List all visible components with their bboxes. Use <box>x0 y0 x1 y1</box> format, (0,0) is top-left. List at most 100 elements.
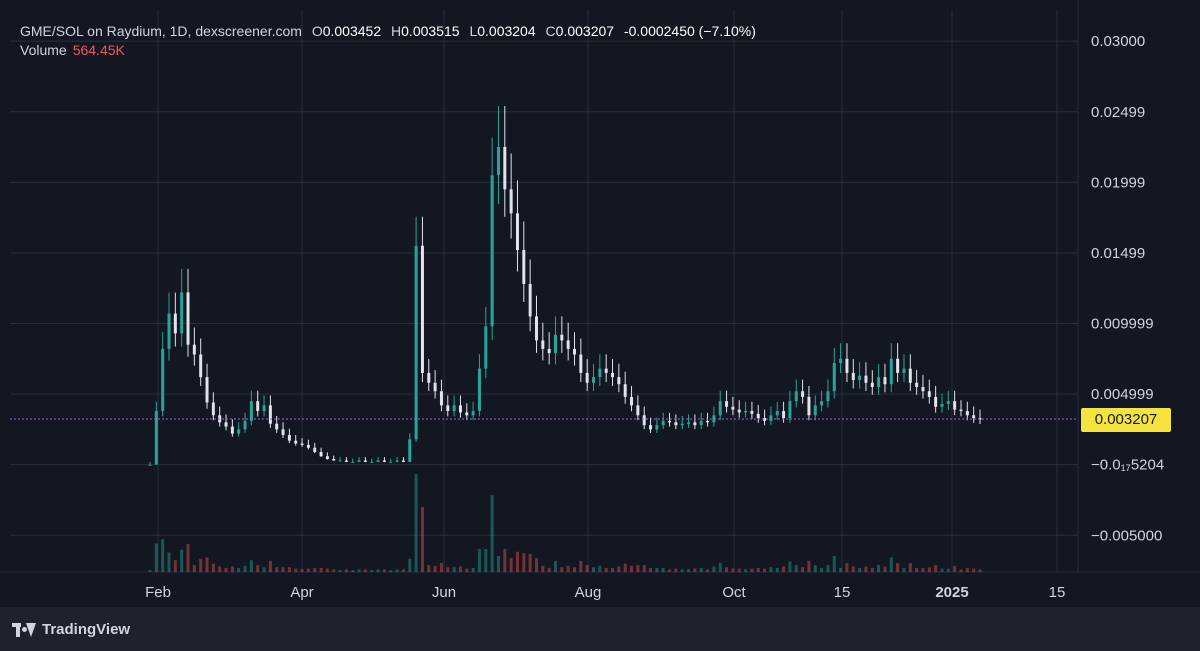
volume-bar <box>199 558 203 572</box>
candle-body <box>433 382 437 392</box>
candle-body <box>965 411 969 416</box>
volume-bar <box>458 566 462 572</box>
volume-bar <box>674 568 678 572</box>
candle-body <box>566 340 570 349</box>
volume-bar <box>832 556 836 572</box>
volume-bar <box>794 565 798 572</box>
volume-bar <box>414 474 418 572</box>
price-candles <box>148 106 982 466</box>
tradingview-brand[interactable]: TradingView <box>12 621 130 638</box>
y-tick-label: 0.03000 <box>1091 33 1145 50</box>
volume-bar <box>205 557 209 572</box>
volume-bar <box>281 567 285 572</box>
candle-body <box>287 435 291 441</box>
volume-bar <box>515 551 519 572</box>
volume-bar <box>306 568 310 572</box>
close-label: C <box>545 23 556 39</box>
chart-grid <box>0 0 1200 573</box>
candle-body <box>706 420 710 423</box>
candle-body <box>560 334 564 341</box>
volume-bar <box>927 567 931 572</box>
volume-bar <box>807 560 811 572</box>
candle-body <box>807 396 811 416</box>
high-value: 0.003515 <box>401 23 460 39</box>
volume-bar <box>649 567 653 572</box>
candle-body <box>573 348 577 355</box>
candle-body <box>908 368 912 383</box>
candle-body <box>515 213 519 251</box>
volume-bar <box>211 563 215 572</box>
candle-body <box>953 401 957 410</box>
x-tick-label: Oct <box>722 584 746 601</box>
volume-bar <box>249 560 253 572</box>
volume-bar <box>173 560 177 572</box>
candle-body <box>192 344 196 355</box>
volume-bar <box>370 570 374 572</box>
volume-bar <box>553 560 557 572</box>
candle-body <box>744 411 748 413</box>
volume-bar <box>319 567 323 572</box>
volume-bar <box>636 565 640 572</box>
volume-bar <box>725 567 729 572</box>
brand-name: TradingView <box>42 621 131 638</box>
candle-body <box>294 440 298 444</box>
x-tick-label: Jun <box>432 584 456 601</box>
candle-body <box>731 406 735 410</box>
volume-bar <box>439 563 443 572</box>
volume-bar <box>363 569 367 572</box>
candle-body <box>858 375 862 380</box>
candle-body <box>598 368 602 378</box>
candle-body <box>439 391 443 406</box>
volume-bar <box>940 568 944 572</box>
volume-bar <box>864 566 868 572</box>
volume-bar <box>427 565 431 572</box>
volume-bar <box>782 566 786 572</box>
volume-bar <box>946 568 950 572</box>
volume-bar <box>389 570 393 572</box>
candle-body <box>230 426 234 434</box>
volume-bar <box>763 568 767 572</box>
candle-body <box>794 391 798 402</box>
volume-bar <box>395 569 399 572</box>
volume-bar <box>706 569 710 572</box>
candle-body <box>249 401 253 421</box>
volume-bar <box>376 569 380 572</box>
volume-bar <box>579 560 583 572</box>
y-axis[interactable]: 0.03000 0.02499 0.01999 0.01499 0.009999 0.00… <box>1091 33 1164 544</box>
symbol-label: GME/SOL on Raydium, 1D, dexscreener.com <box>20 23 302 39</box>
volume-bar <box>351 570 355 572</box>
volume-bar <box>154 543 158 572</box>
x-axis[interactable]: Feb Apr Jun Aug Oct 15 2025 15 <box>145 584 1065 601</box>
candle-body <box>718 401 722 416</box>
volume-bar <box>972 568 976 572</box>
x-tick-label: Aug <box>575 584 602 601</box>
candle-body <box>268 405 272 424</box>
change-value: -0.0002450 (−7.10%) <box>623 23 756 39</box>
x-tick-label: 2025 <box>935 584 968 601</box>
candle-body <box>668 420 672 423</box>
candle-body <box>173 313 177 334</box>
volume-bar <box>953 565 957 572</box>
volume-bar <box>287 567 291 572</box>
x-tick-label: 15 <box>834 584 851 601</box>
low-value: 0.003204 <box>477 23 536 39</box>
candle-body <box>408 439 412 462</box>
candle-body <box>522 250 526 284</box>
volume-bar <box>661 567 665 572</box>
close-value: 0.003207 <box>555 23 615 39</box>
candle-body <box>332 459 336 461</box>
candle-body <box>883 377 887 385</box>
candle-body <box>256 401 260 412</box>
candle-body <box>148 464 152 466</box>
open-label: O <box>311 23 323 39</box>
last-price-badge: 0.003207 <box>1081 408 1171 432</box>
volume-bar <box>180 549 184 572</box>
candle-body <box>902 368 906 373</box>
candle-body <box>864 375 868 383</box>
open-value: 0.003452 <box>322 23 382 39</box>
low-label: L <box>469 23 478 39</box>
candle-body <box>186 292 190 345</box>
candle-body <box>382 460 386 462</box>
volume-bar <box>687 569 691 572</box>
